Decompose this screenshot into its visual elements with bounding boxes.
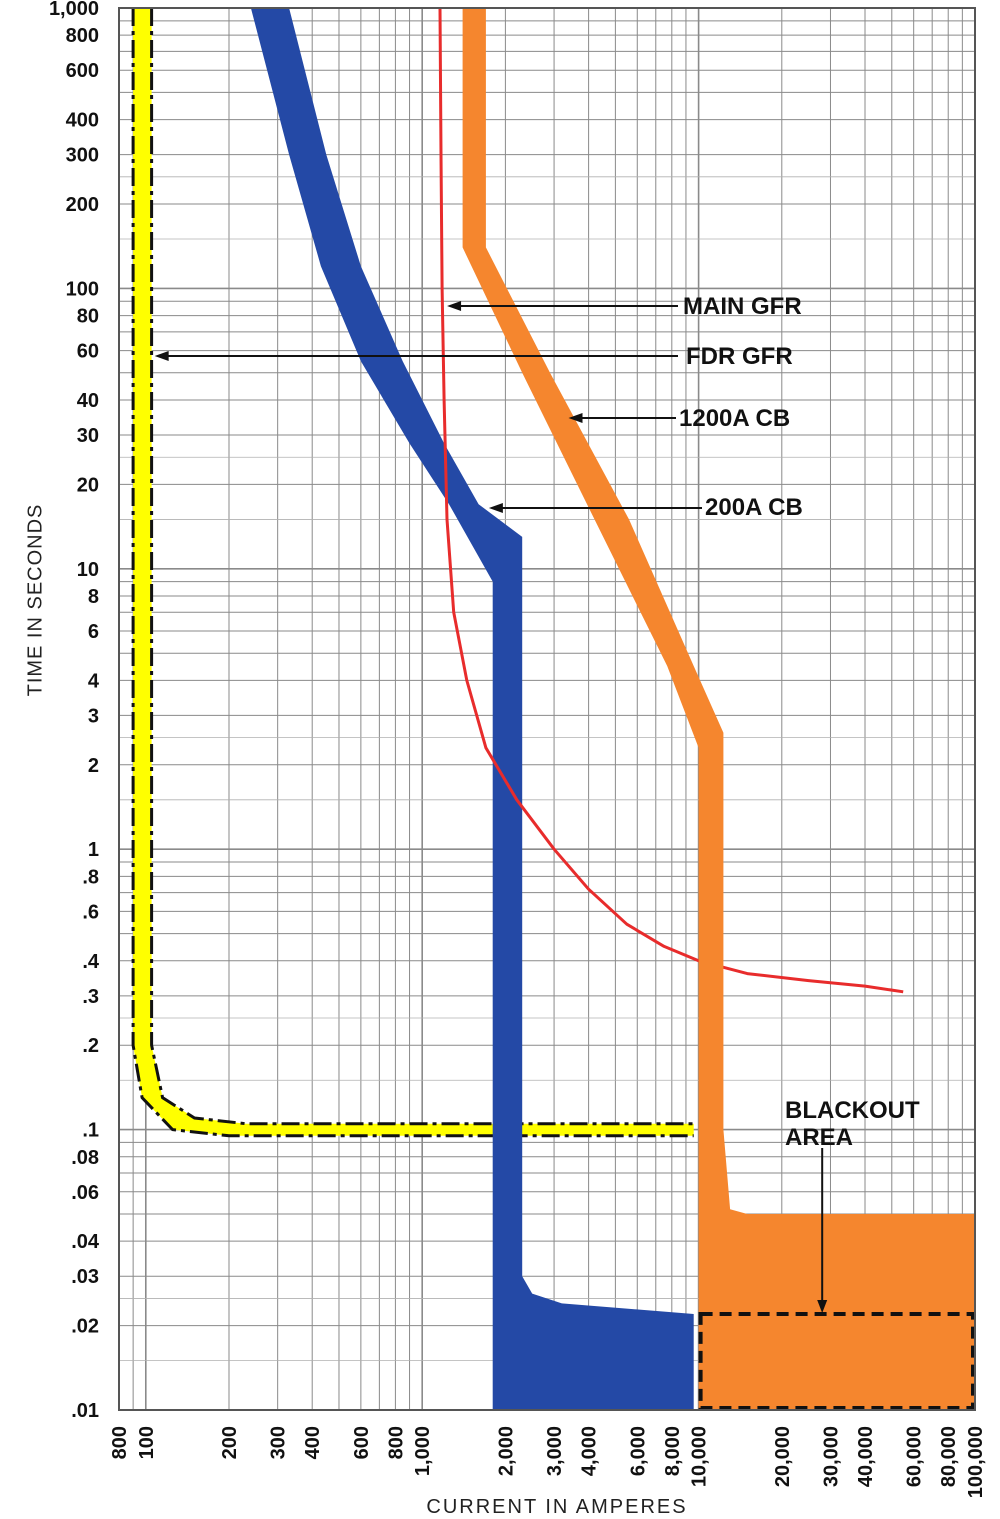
- x-tick-label: 100: [136, 1426, 158, 1459]
- leader-arrowhead: [568, 413, 583, 423]
- x-tick-label: 800: [109, 1426, 131, 1459]
- x-tick-label: 800: [385, 1426, 407, 1459]
- x-tick-label: 10,000: [689, 1426, 711, 1487]
- y-tick-label: 100: [66, 278, 99, 300]
- y-tick-label: .1: [82, 1120, 99, 1142]
- y-tick-label: 80: [77, 306, 99, 328]
- x-tick-labels: 800 100 200 300 400 600 800 1,000 2,000 3,000 4,00…: [109, 1426, 987, 1498]
- y-tick-label: 200: [66, 194, 99, 216]
- y-tick-label: 60: [77, 341, 99, 363]
- y-tick-label: .8: [82, 866, 99, 888]
- y-tick-label: .6: [82, 901, 99, 923]
- annotation-label: BLACKOUT: [785, 1097, 920, 1124]
- y-tick-label: 2: [88, 755, 99, 777]
- curve-200a-cb: [250, 8, 694, 1410]
- x-tick-label: 1,000: [412, 1426, 434, 1476]
- grid-lines: [118, 7, 976, 1411]
- curve-1200a-cb: [462, 8, 976, 1410]
- plot-frame: [118, 7, 976, 1411]
- annotation-label: 200A CB: [705, 494, 803, 521]
- x-tick-label: 100,000: [965, 1426, 987, 1498]
- annotation-label: AREA: [785, 1124, 853, 1151]
- plot-border: [118, 7, 976, 1411]
- blackout-area: [698, 1148, 975, 1411]
- y-axis-label: TIME IN SECONDS: [24, 503, 47, 697]
- x-axis-label: CURRENT IN AMPERES: [426, 1496, 688, 1518]
- curve-main-gfr: [438, 7, 904, 994]
- y-tick-label: .2: [82, 1035, 99, 1057]
- x-tick-label: 2,000: [495, 1426, 517, 1476]
- annotation-label: 1200A CB: [679, 405, 790, 432]
- y-tick-label: 1,000: [49, 0, 99, 20]
- x-tick-label: 30,000: [821, 1426, 843, 1487]
- y-tick-label: 30: [77, 425, 99, 447]
- x-tick-label: 20,000: [772, 1426, 794, 1487]
- y-tick-label: 600: [66, 60, 99, 82]
- y-tick-label: 20: [77, 474, 99, 496]
- x-tick-label: 40,000: [855, 1426, 877, 1487]
- annotation-label: MAIN GFR: [683, 293, 802, 320]
- y-tick-label: 300: [66, 145, 99, 167]
- y-tick-labels: 1,000 800 600 400 300 200 100 80 60 40 30 20 10 8 6 4 3 2…: [49, 0, 100, 1422]
- x-tick-label: 300: [268, 1426, 290, 1459]
- y-tick-label: 3: [88, 705, 99, 727]
- y-tick-label: 40: [77, 390, 99, 412]
- y-tick-label: .3: [82, 986, 99, 1008]
- curve-bands: [131, 7, 976, 1410]
- y-tick-label: .03: [71, 1266, 99, 1288]
- x-tick-label: 3,000: [544, 1426, 566, 1476]
- curve-fdr-gfr-outline-upper: [150, 8, 694, 1126]
- y-tick-label: 1: [88, 839, 99, 861]
- x-tick-label: 6,000: [627, 1426, 649, 1476]
- annotation-label: FDR GFR: [686, 343, 793, 370]
- curve-fdr-gfr-outline-lower: [131, 8, 694, 1138]
- blackout-arrow-head: [817, 1299, 828, 1313]
- leader-arrowhead: [488, 503, 503, 513]
- x-tick-label: 400: [302, 1426, 324, 1459]
- x-tick-label: 4,000: [579, 1426, 601, 1476]
- x-tick-label: 60,000: [904, 1426, 926, 1487]
- y-tick-label: .4: [82, 951, 100, 973]
- leader-arrowhead: [447, 301, 462, 311]
- y-tick-label: .04: [71, 1231, 100, 1253]
- y-tick-label: 4: [88, 670, 100, 692]
- leader-arrowhead: [154, 351, 169, 361]
- blackout-area-outline: [698, 1311, 975, 1411]
- y-tick-label: .01: [71, 1400, 99, 1422]
- y-tick-label: .06: [71, 1182, 99, 1204]
- y-tick-label: 800: [66, 25, 99, 47]
- y-tick-label: 10: [77, 559, 99, 581]
- y-tick-label: .08: [71, 1147, 99, 1169]
- x-tick-label: 8,000: [662, 1426, 684, 1476]
- y-tick-label: 6: [88, 621, 99, 643]
- y-tick-label: 8: [88, 586, 99, 608]
- x-tick-label: 600: [351, 1426, 373, 1459]
- y-tick-label: .02: [71, 1316, 99, 1338]
- x-tick-label: 80,000: [938, 1426, 960, 1487]
- x-tick-label: 200: [219, 1426, 241, 1459]
- annotations: MAIN GFR FDR GFR 1200A CB 200A CB BLACKOUTAR…: [154, 293, 920, 1151]
- y-tick-label: 400: [66, 110, 99, 132]
